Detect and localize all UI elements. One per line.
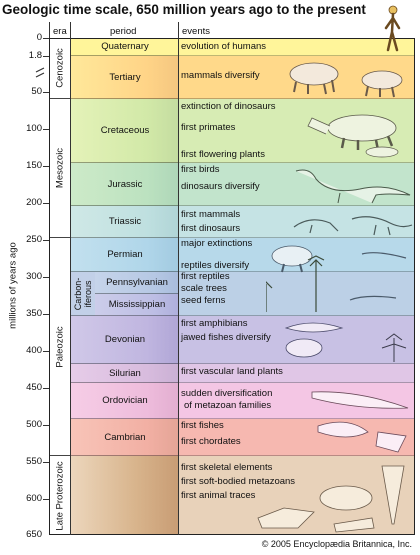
event-text: major extinctions xyxy=(181,238,253,249)
fish-icon xyxy=(284,322,407,362)
period-permian: Permian xyxy=(71,238,179,272)
tick-label: 600 xyxy=(26,493,42,504)
tick-label: 650 xyxy=(26,529,42,540)
era-column-divider xyxy=(70,22,71,535)
event-text: mammals diversify xyxy=(181,70,260,81)
period-silurian: Silurian xyxy=(71,364,179,383)
tick-mark xyxy=(43,351,49,352)
tick-mark xyxy=(43,499,49,500)
nautiloid-icon xyxy=(311,391,409,453)
tick-mark xyxy=(43,388,49,389)
event-text: dinosaurs diversify xyxy=(181,181,260,192)
table-frame xyxy=(49,38,415,535)
tick-label: 100 xyxy=(26,123,42,134)
tick-mark xyxy=(43,92,49,93)
tick-label: 300 xyxy=(26,271,42,282)
tick-mark xyxy=(43,240,49,241)
period-column-divider xyxy=(178,22,179,535)
tick-label: 400 xyxy=(26,345,42,356)
axis-break-icon xyxy=(35,67,45,78)
event-text: seed ferns xyxy=(181,295,226,306)
event-text: first birds xyxy=(181,164,220,175)
period-devonian: Devonian xyxy=(71,316,179,364)
event-text: extinction of dinosaurs xyxy=(181,101,276,112)
tick-label: 50 xyxy=(31,86,42,97)
event-text: evolution of humans xyxy=(181,41,267,52)
copyright: © 2005 Encyclopædia Britannica, Inc. xyxy=(261,539,412,549)
tick-mark xyxy=(43,56,49,57)
fossil-icon xyxy=(257,465,405,533)
event-text: scale trees xyxy=(181,283,227,294)
header-period: period xyxy=(110,26,137,37)
tick-mark xyxy=(43,129,49,130)
tick-label: 150 xyxy=(26,160,42,171)
reptile-and-tree-icon xyxy=(266,245,407,312)
chart-title: Geologic time scale, 650 million years a… xyxy=(2,2,366,17)
period-tertiary: Tertiary xyxy=(71,56,179,99)
event-text: first chordates xyxy=(181,436,241,447)
tick-label: 500 xyxy=(26,419,42,430)
period-pennsylvanian: Pennsylvanian xyxy=(95,272,179,294)
tick-mark xyxy=(43,166,49,167)
period-triassic: Triassic xyxy=(71,206,179,238)
event-text: first primates xyxy=(181,122,236,133)
era-mesozoic: Mesozoic xyxy=(50,99,70,238)
period-mississippian: Mississippian xyxy=(95,294,179,316)
event-text: first skeletal elements xyxy=(181,462,273,473)
human-icon xyxy=(384,5,401,52)
tick-mark xyxy=(43,462,49,463)
event-text: sudden diversification xyxy=(181,388,273,399)
event-text: first soft-bodied metazoans xyxy=(181,476,296,487)
event-text: first fishes xyxy=(181,420,224,431)
period-quaternary: Quaternary xyxy=(71,38,179,56)
mammal-icon xyxy=(289,62,403,98)
event-text: jawed fishes diversify xyxy=(181,332,271,343)
period-carboniferous: Carbon- iferous xyxy=(71,272,95,316)
period-proterozoic-fill xyxy=(71,456,179,535)
row-cambrian xyxy=(179,419,414,456)
tick-label: 1.8 xyxy=(28,50,42,61)
header-events: events xyxy=(182,26,210,37)
header-era: era xyxy=(53,26,67,37)
tick-label: 350 xyxy=(26,308,42,319)
event-text: first flowering plants xyxy=(181,149,265,160)
tick-mark xyxy=(43,38,49,39)
era-paleozoic: Paleozoic xyxy=(50,238,70,456)
row-quaternary xyxy=(179,38,414,56)
tick-mark xyxy=(43,203,49,204)
row-jurassic xyxy=(179,163,414,206)
tick-mark xyxy=(43,314,49,315)
tick-label: 250 xyxy=(26,234,42,245)
row-carboniferous xyxy=(179,272,414,316)
event-text: first animal traces xyxy=(181,490,256,501)
period-cretaceous: Cretaceous xyxy=(71,99,179,163)
tick-mark xyxy=(43,277,49,278)
event-text: reptiles diversify xyxy=(181,260,250,271)
period-cambrian: Cambrian xyxy=(71,419,179,456)
header-divider-left xyxy=(49,22,50,38)
tick-label: 0 xyxy=(36,32,42,43)
event-text: of metazoan families xyxy=(184,400,272,411)
small-dinosaur-icon xyxy=(293,216,413,236)
tick-label: 200 xyxy=(26,197,42,208)
event-text: first amphibians xyxy=(181,318,248,329)
period-jurassic: Jurassic xyxy=(71,163,179,206)
event-text: first mammals xyxy=(181,209,241,220)
event-text: first reptiles xyxy=(181,271,230,282)
tick-label: 550 xyxy=(26,456,42,467)
tick-mark xyxy=(43,425,49,426)
dinosaur-icon xyxy=(295,169,411,204)
period-ordovician: Ordovician xyxy=(71,383,179,419)
triceratops-icon xyxy=(307,114,399,158)
tick-label: 450 xyxy=(26,382,42,393)
event-text: first dinosaurs xyxy=(181,223,241,234)
era-cenozoic: Cenozoic xyxy=(50,38,70,99)
event-text: first vascular land plants xyxy=(181,366,283,377)
row-silurian xyxy=(179,364,414,383)
